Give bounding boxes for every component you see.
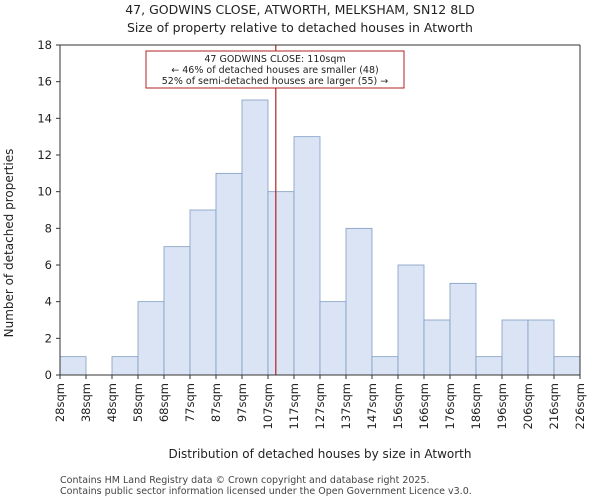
bar-97sqm <box>241 99 269 376</box>
bar-137sqm <box>345 227 373 376</box>
bar-117sqm <box>293 136 321 376</box>
annotation-line-3: 52% of semi-detached houses are larger (… <box>162 76 389 87</box>
bar-68sqm <box>163 246 191 376</box>
bar-176sqm <box>449 282 477 376</box>
y-axis-label: Number of detached properties <box>2 149 16 338</box>
y-tick-label: 14 <box>37 111 52 125</box>
x-tick-label: 206sqm <box>521 383 535 429</box>
y-tick-label: 18 <box>37 38 52 52</box>
x-tick-label: 48sqm <box>105 383 119 422</box>
bar-77sqm <box>189 209 217 376</box>
x-axis-label: Distribution of detached houses by size … <box>168 447 471 461</box>
bar-87sqm <box>215 172 243 376</box>
x-tick-label: 77sqm <box>183 383 197 422</box>
annotation-line-1: 47 GODWINS CLOSE: 110sqm <box>204 54 345 65</box>
x-tick-label: 97sqm <box>235 383 249 422</box>
bar-166sqm <box>423 319 451 376</box>
x-tick-label: 28sqm <box>53 383 67 422</box>
annotation-line-2: ← 46% of detached houses are smaller (48… <box>171 65 378 76</box>
y-tick-label: 10 <box>37 185 52 199</box>
x-tick-label: 68sqm <box>157 383 171 422</box>
bar-196sqm <box>501 319 529 376</box>
footer-line-1: Contains HM Land Registry data © Crown c… <box>60 475 430 486</box>
x-tick-label: 176sqm <box>443 383 457 429</box>
bar-216sqm <box>553 356 581 376</box>
bar-156sqm <box>397 264 425 376</box>
x-tick-label: 186sqm <box>469 383 483 429</box>
y-tick-label: 2 <box>45 331 52 345</box>
bar-107sqm <box>267 191 295 376</box>
bar-206sqm <box>527 319 555 376</box>
y-tick-label: 0 <box>45 368 52 382</box>
y-tick-label: 8 <box>45 221 52 235</box>
bar-58sqm <box>137 301 165 376</box>
x-tick-label: 147sqm <box>365 383 379 429</box>
bar-127sqm <box>319 301 347 376</box>
x-tick-label: 196sqm <box>495 383 509 429</box>
bar-147sqm <box>371 356 399 376</box>
y-axis-ticks: 0 2 4 6 8 10 12 14 16 18 <box>37 38 60 382</box>
x-tick-label: 156sqm <box>391 383 405 429</box>
x-axis-ticks: 28sqm 38sqm 48sqm 58sqm 68sqm 77sqm 87sqm 97sqm… <box>53 375 587 429</box>
bars-group <box>59 99 581 376</box>
bar-48sqm <box>111 356 139 376</box>
y-tick-label: 12 <box>37 148 52 162</box>
bar-186sqm <box>475 356 503 376</box>
x-tick-label: 58sqm <box>131 383 145 422</box>
x-tick-label: 117sqm <box>287 383 301 429</box>
bar-28sqm <box>59 356 87 376</box>
x-tick-label: 166sqm <box>417 383 431 429</box>
x-tick-label: 226sqm <box>573 383 587 429</box>
annotation-rect <box>145 50 405 89</box>
x-tick-label: 127sqm <box>313 383 327 429</box>
y-tick-label: 16 <box>37 75 52 89</box>
y-tick-label: 4 <box>45 295 52 309</box>
x-tick-label: 107sqm <box>261 383 275 429</box>
y-tick-label: 6 <box>45 258 52 272</box>
footer-line-2: Contains public sector information licen… <box>60 486 472 497</box>
chart-title: 47, GODWINS CLOSE, ATWORTH, MELKSHAM, SN… <box>125 2 475 17</box>
x-tick-label: 87sqm <box>209 383 223 422</box>
annotation-box: 47 GODWINS CLOSE: 110sqm ← 46% of detach… <box>145 50 405 89</box>
chart-subtitle: Size of property relative to detached ho… <box>127 20 473 35</box>
x-tick-label: 216sqm <box>547 383 561 429</box>
x-tick-label: 137sqm <box>339 383 353 429</box>
x-tick-label: 38sqm <box>79 383 93 422</box>
